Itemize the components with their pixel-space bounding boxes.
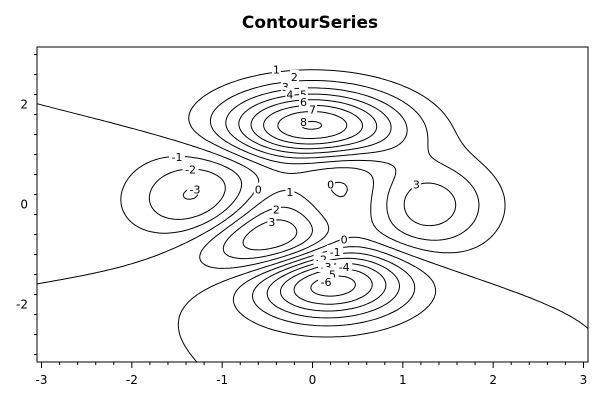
y-tick-label: -2 [16, 298, 28, 312]
contour-label: -1 [172, 151, 183, 164]
x-tick-label: 2 [489, 373, 497, 387]
contour-label-bg [169, 150, 186, 162]
contour-label-bg [411, 177, 421, 190]
x-tick-label: -3 [36, 373, 48, 387]
contour-label: 8 [300, 116, 307, 129]
x-tick-label: -1 [216, 373, 228, 387]
contour-label: 4 [286, 89, 293, 102]
axes: -3 -2 -1 0 1 2 3-202 [16, 46, 589, 387]
contour-line-level-6 [263, 104, 364, 145]
y-tick-label: 0 [20, 198, 28, 212]
contour-label: 3 [282, 81, 289, 94]
contour-line-level--5 [293, 268, 373, 305]
contour-label: -6 [321, 276, 332, 289]
contour-label: 2 [273, 204, 280, 217]
chart-title: ContourSeries [242, 13, 378, 33]
contour-label: 0 [327, 179, 334, 192]
contour-label-bg [339, 232, 349, 245]
contour-line-level-4 [238, 93, 392, 154]
contour-label: 0 [255, 184, 262, 197]
contour-line-level--2 [148, 168, 416, 327]
contour-label: 2 [291, 71, 298, 84]
contour-label-bg [308, 102, 317, 115]
contour-label-bg [298, 87, 308, 100]
x-tick-label: 0 [309, 373, 317, 387]
contour-label: -4 [339, 261, 350, 274]
contour-label-bg [318, 275, 335, 287]
contour-label-bg [336, 260, 353, 272]
contour-label-bg [298, 115, 308, 127]
contour-label: -3 [190, 184, 201, 197]
contour-line-level-3 [225, 87, 457, 251]
contour-line-level-2 [209, 80, 480, 260]
contour-label: 3 [413, 179, 420, 192]
contour-label-bg [267, 215, 277, 227]
x-tick-label: 3 [580, 373, 588, 387]
contour-label-bg [289, 70, 299, 82]
x-tick-label: 1 [399, 373, 407, 387]
contour-label: 6 [300, 96, 307, 109]
contour-label-bg [253, 182, 263, 195]
contour-line-level-1 [188, 69, 506, 269]
contour-label: 1 [286, 186, 293, 199]
contour-line-level-7 [277, 111, 348, 139]
contour-label-bg [182, 162, 199, 175]
contour-label: -1 [330, 246, 341, 259]
contour-line-level--3 [182, 188, 400, 319]
contour-label-bg [271, 202, 281, 215]
contour-label-bg [280, 80, 290, 92]
contour-label: 7 [309, 104, 316, 117]
contour-label-bg [285, 185, 295, 197]
y-tick-label: 2 [20, 98, 28, 112]
contour-label-bg [298, 95, 308, 107]
contour-label-bg [285, 87, 295, 100]
contour-label-bg [327, 245, 344, 257]
x-tick-label: -2 [126, 373, 138, 387]
contour-label-bg [271, 62, 281, 75]
contour-label: 3 [268, 216, 275, 229]
contour-line-level-0 [37, 103, 588, 362]
contour-label: 1 [273, 64, 280, 77]
contour-label: -2 [185, 164, 196, 177]
contour-label: 0 [341, 234, 348, 247]
contour-label-bg [326, 177, 336, 190]
contour-label-bg [187, 182, 204, 195]
